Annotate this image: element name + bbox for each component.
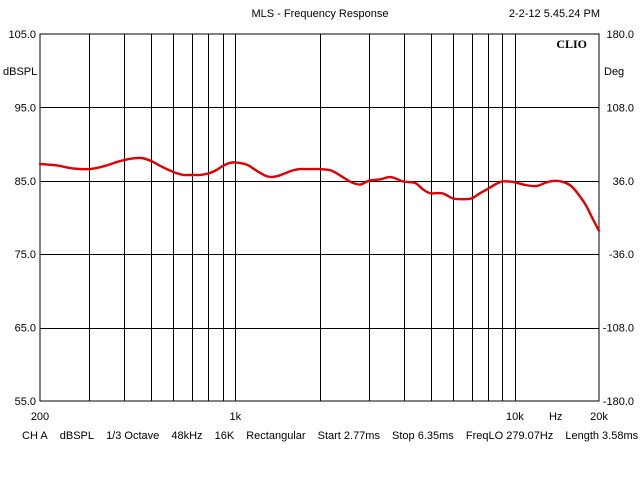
y-tick-label: 95.0 (15, 102, 36, 114)
y2-tick-label: 180.0 (606, 29, 634, 41)
x-tick-label: 1k (230, 411, 242, 423)
y2-tick-label: -180.0 (603, 396, 634, 408)
y2-axis-label: Deg (604, 66, 624, 78)
clio-logo: CLIO (556, 37, 587, 51)
x-tick-label: 20k (590, 411, 608, 423)
plot-frame (39, 33, 600, 402)
x-tick-label: 10k (506, 411, 524, 423)
plot-area (40, 34, 599, 401)
y-tick-labels: 105.0 95.0 85.0 75.0 65.0 55.0 (8, 29, 36, 408)
status-length: Length 3.58ms (565, 430, 639, 442)
status-freq-lo: FreqLO 279.07Hz (465, 430, 554, 442)
frequency-response-chart: MLS - Frequency Response 2-2-12 5.45.24 … (3, 8, 634, 423)
y2-tick-label: -108.0 (603, 323, 634, 335)
timestamp: 2-2-12 5.45.24 PM (509, 8, 600, 20)
y-tick-label: 85.0 (15, 176, 36, 188)
status-stop: Stop 6.35ms (392, 430, 454, 442)
y2-tick-label: 108.0 (606, 102, 634, 114)
status-unit: dBSPL (59, 430, 94, 442)
status-size: 16K (214, 430, 235, 442)
x-tick-labels: 200 1k 10k Hz 20k (31, 411, 609, 423)
status-smoothing: 1/3 Octave (106, 430, 160, 442)
status-window: Rectangular (246, 430, 306, 442)
status-bar: CH A dBSPL 1/3 Octave 48kHz 16K Rectangu… (22, 430, 640, 442)
y-tick-label: 75.0 (15, 249, 36, 261)
y-tick-label: 55.0 (15, 396, 36, 408)
y-axis-label: dBSPL (3, 66, 37, 78)
x-tick-label: 200 (31, 411, 49, 423)
y-tick-label: 65.0 (15, 323, 36, 335)
y2-tick-label: 36.0 (613, 176, 634, 188)
status-sample-rate: 48kHz (171, 430, 203, 442)
chart-title: MLS - Frequency Response (252, 8, 389, 20)
frequency-response-line (38, 156, 601, 232)
status-channel: CH A (22, 430, 48, 442)
status-start: Start 2.77ms (317, 430, 380, 442)
y-tick-label: 105.0 (8, 29, 36, 41)
y2-tick-label: -36.0 (609, 249, 634, 261)
y2-tick-labels: 180.0 108.0 36.0 -36.0 -108.0 -180.0 (603, 29, 634, 408)
x-tick-label: Hz (549, 411, 562, 423)
